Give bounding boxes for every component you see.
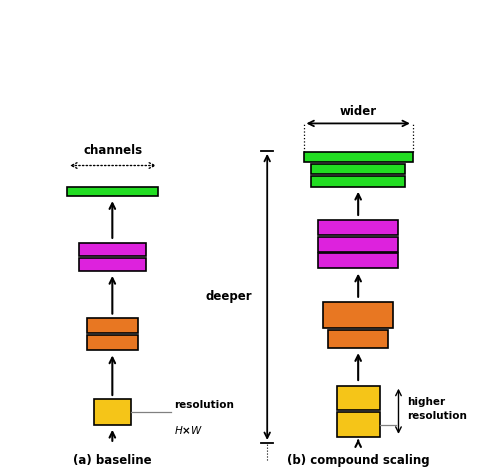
Bar xyxy=(328,330,388,348)
Bar xyxy=(336,386,380,410)
Bar xyxy=(318,220,398,235)
Bar xyxy=(311,176,406,187)
Text: wider: wider xyxy=(340,105,376,118)
Bar xyxy=(311,164,406,174)
Text: resolution: resolution xyxy=(174,400,234,410)
Text: (b) compound scaling: (b) compound scaling xyxy=(287,454,430,467)
Bar xyxy=(336,412,380,437)
Bar xyxy=(79,258,146,271)
Bar xyxy=(79,243,146,256)
Bar xyxy=(318,237,398,251)
Text: $H\mathbf{\times}W$: $H\mathbf{\times}W$ xyxy=(174,424,203,436)
Text: higher: higher xyxy=(407,397,445,407)
Bar xyxy=(86,318,138,333)
Text: (a) baseline: (a) baseline xyxy=(73,454,152,467)
Text: deeper: deeper xyxy=(206,290,252,303)
Text: resolution: resolution xyxy=(407,411,467,421)
Bar xyxy=(94,399,131,425)
Text: channels: channels xyxy=(84,144,142,157)
Bar xyxy=(304,152,412,162)
Bar xyxy=(324,302,393,328)
Bar xyxy=(318,253,398,268)
Bar xyxy=(86,335,138,350)
Bar xyxy=(67,188,158,196)
